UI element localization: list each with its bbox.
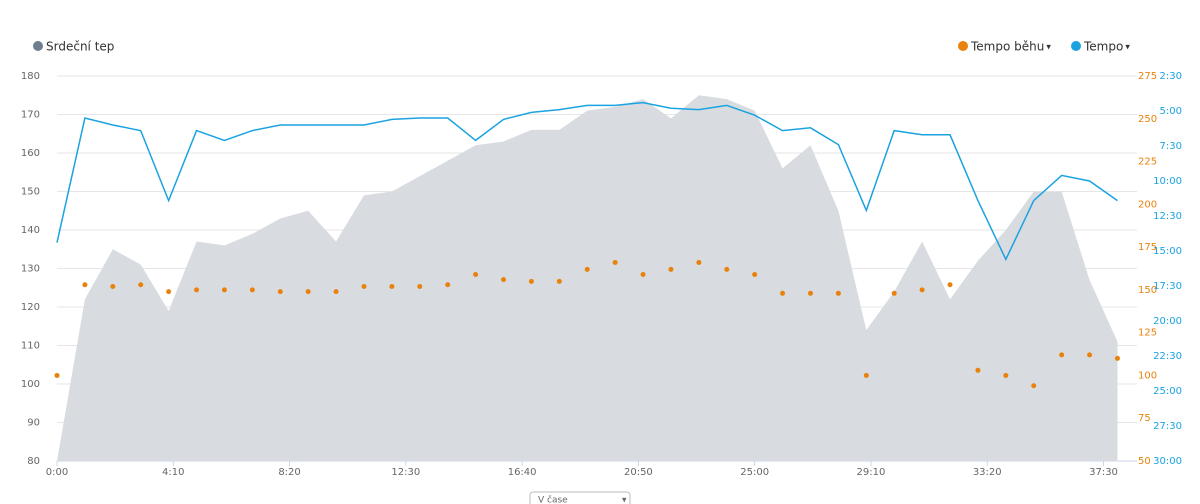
y2-tick-label: 125	[1138, 328, 1157, 339]
cadence-dot	[668, 266, 674, 272]
y3-tick-label: 12:30	[1153, 211, 1182, 222]
cadence-dot	[752, 271, 758, 277]
x-tick-label: 0:00	[46, 467, 68, 478]
cadence-dot	[612, 260, 618, 266]
cadence-dot	[110, 283, 116, 289]
y2-tick-label: 150	[1138, 285, 1157, 296]
cadence-dot	[1059, 352, 1065, 358]
cadence-dot	[724, 266, 730, 272]
legend-marker[interactable]	[1071, 41, 1081, 51]
x-tick-label: 12:30	[391, 467, 420, 478]
cadence-dot	[277, 289, 283, 295]
y-tick-label: 110	[21, 341, 40, 352]
cadence-dot	[584, 266, 590, 272]
cadence-dot	[528, 278, 534, 284]
y-tick-label: 80	[27, 456, 40, 467]
cadence-dot	[389, 283, 395, 289]
y-tick-label: 150	[21, 187, 40, 198]
y-tick-label: 160	[21, 148, 40, 159]
y2-tick-label: 50	[1138, 456, 1151, 467]
cadence-dot	[1031, 383, 1037, 389]
y-tick-label: 140	[21, 225, 40, 236]
x-tick-label: 20:50	[624, 467, 653, 478]
y2-tick-label: 225	[1138, 157, 1157, 168]
y3-tick-label: 17:30	[1153, 281, 1182, 292]
cadence-dot	[1114, 355, 1120, 361]
x-tick-label: 8:20	[278, 467, 300, 478]
cadence-dot	[194, 287, 200, 293]
y-tick-label: 120	[21, 302, 40, 313]
y3-tick-label: 15:00	[1153, 246, 1182, 257]
cadence-dot	[138, 282, 144, 288]
y3-tick-label: 7:30	[1160, 141, 1182, 152]
legend-label[interactable]: Srdeční tep	[46, 40, 114, 54]
y3-tick-label: 22:30	[1153, 351, 1182, 362]
x-tick-label: 25:00	[740, 467, 769, 478]
x-tick-label: 33:20	[973, 467, 1002, 478]
legend-marker[interactable]	[33, 41, 43, 51]
y-tick-label: 170	[21, 110, 40, 121]
x-tick-label: 4:10	[162, 467, 184, 478]
cadence-dot	[305, 289, 311, 295]
cadence-dot	[891, 290, 897, 296]
x-tick-label: 16:40	[508, 467, 537, 478]
cadence-dot	[54, 372, 60, 378]
cadence-dot	[1087, 352, 1093, 358]
cadence-dot	[807, 290, 813, 296]
y-tick-label: 100	[21, 379, 40, 390]
legend-dropdown[interactable]: ▾	[1046, 43, 1051, 53]
y2-tick-label: 200	[1138, 199, 1157, 210]
cadence-dot	[780, 290, 786, 296]
y3-tick-label: 20:00	[1153, 316, 1182, 327]
pace-line	[56, 101, 1118, 262]
y3-tick-label: 30:00	[1153, 456, 1182, 467]
x-tick-label: 37:30	[1089, 467, 1118, 478]
view-select-label[interactable]: V čase	[538, 495, 568, 504]
legend-dropdown[interactable]: ▾	[1125, 43, 1130, 53]
y3-tick-label: 25:00	[1153, 386, 1182, 397]
y3-tick-label: 27:30	[1153, 421, 1182, 432]
cadence-dot	[445, 282, 451, 288]
y3-tick-label: 2:30	[1160, 71, 1182, 82]
y2-tick-label: 175	[1138, 242, 1157, 253]
cadence-dot	[361, 283, 367, 289]
y2-tick-label: 75	[1138, 413, 1151, 424]
legend-label[interactable]: Tempo běhu	[970, 40, 1044, 54]
y2-tick-label: 100	[1138, 370, 1157, 381]
cadence-dot	[975, 367, 981, 373]
cadence-dot	[640, 271, 646, 277]
cadence-dot	[417, 283, 423, 289]
cadence-dot	[333, 289, 339, 295]
cadence-dot	[501, 277, 507, 283]
cadence-dot	[696, 260, 702, 266]
y-tick-label: 180	[21, 71, 40, 82]
y-tick-label: 130	[21, 264, 40, 275]
x-tick-label: 29:10	[857, 467, 886, 478]
hr-area	[57, 95, 1118, 461]
cadence-dot	[221, 287, 227, 293]
y3-tick-label: 5:00	[1160, 106, 1182, 117]
view-select-arrow[interactable]: ▾	[622, 496, 627, 504]
cadence-dot	[863, 372, 869, 378]
y2-tick-label: 275	[1138, 71, 1157, 82]
cadence-dot	[919, 287, 925, 293]
legend-marker[interactable]	[958, 41, 968, 51]
y3-tick-label: 10:00	[1153, 176, 1182, 187]
cadence-dot	[166, 289, 172, 295]
y2-tick-label: 250	[1138, 114, 1157, 125]
cadence-dot	[947, 282, 953, 288]
view-select[interactable]	[529, 491, 631, 504]
cadence-dot	[835, 290, 841, 296]
cadence-dot	[1003, 372, 1009, 378]
legend-label[interactable]: Tempo	[1083, 40, 1123, 54]
cadence-dot	[249, 287, 255, 293]
cadence-dot	[473, 271, 479, 277]
cadence-dot	[82, 282, 88, 288]
cadence-dot	[556, 278, 562, 284]
y-tick-label: 90	[27, 418, 40, 429]
